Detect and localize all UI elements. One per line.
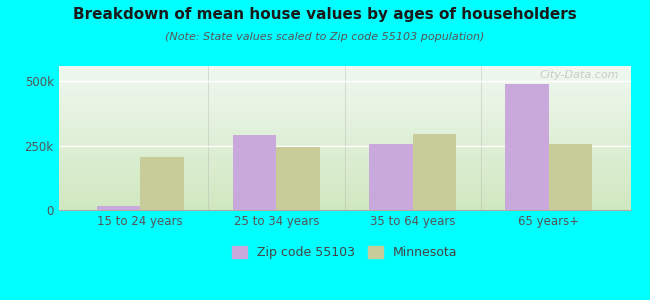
Text: Breakdown of mean house values by ages of householders: Breakdown of mean house values by ages o… xyxy=(73,8,577,22)
Bar xyxy=(233,135,276,210)
Legend: Zip code 55103, Minnesota: Zip code 55103, Minnesota xyxy=(227,241,462,264)
Bar xyxy=(505,84,549,210)
Text: (Note: State values scaled to Zip code 55103 population): (Note: State values scaled to Zip code 5… xyxy=(165,32,485,41)
Bar xyxy=(549,144,592,210)
Bar xyxy=(413,134,456,210)
Bar xyxy=(369,144,413,210)
Text: City-Data.com: City-Data.com xyxy=(540,70,619,80)
Bar xyxy=(140,157,184,210)
Bar xyxy=(276,147,320,210)
Bar xyxy=(97,206,140,210)
